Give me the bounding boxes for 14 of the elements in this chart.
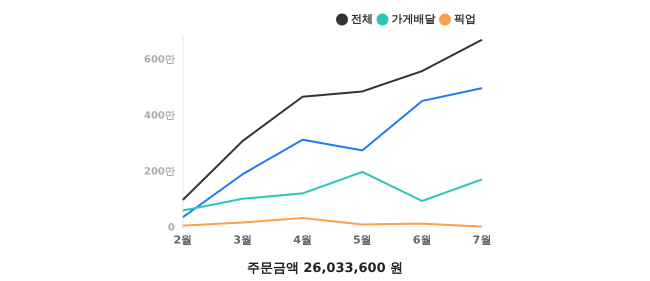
x-tick-label: 2월 [174,233,192,246]
x-tick-label: 3월 [233,233,252,246]
y-tick-label: 600만 [144,54,175,66]
y-tick-label: 0 [168,222,175,234]
legend-label: 전체 [351,12,373,26]
text: 주문금액 26,033,600 원 [246,260,404,277]
legend-label: 가게배달 [392,12,436,26]
x-tick-label: 4월 [293,233,312,246]
x-tick-label: 6월 [412,233,432,246]
legend-label: 픽업 [454,12,476,26]
y-tick-label: 400만 [144,110,175,122]
x-tick-label: 7월 [472,233,492,246]
y-tick-label: 200만 [144,166,175,178]
x-tick-label: 5월 [353,233,372,246]
